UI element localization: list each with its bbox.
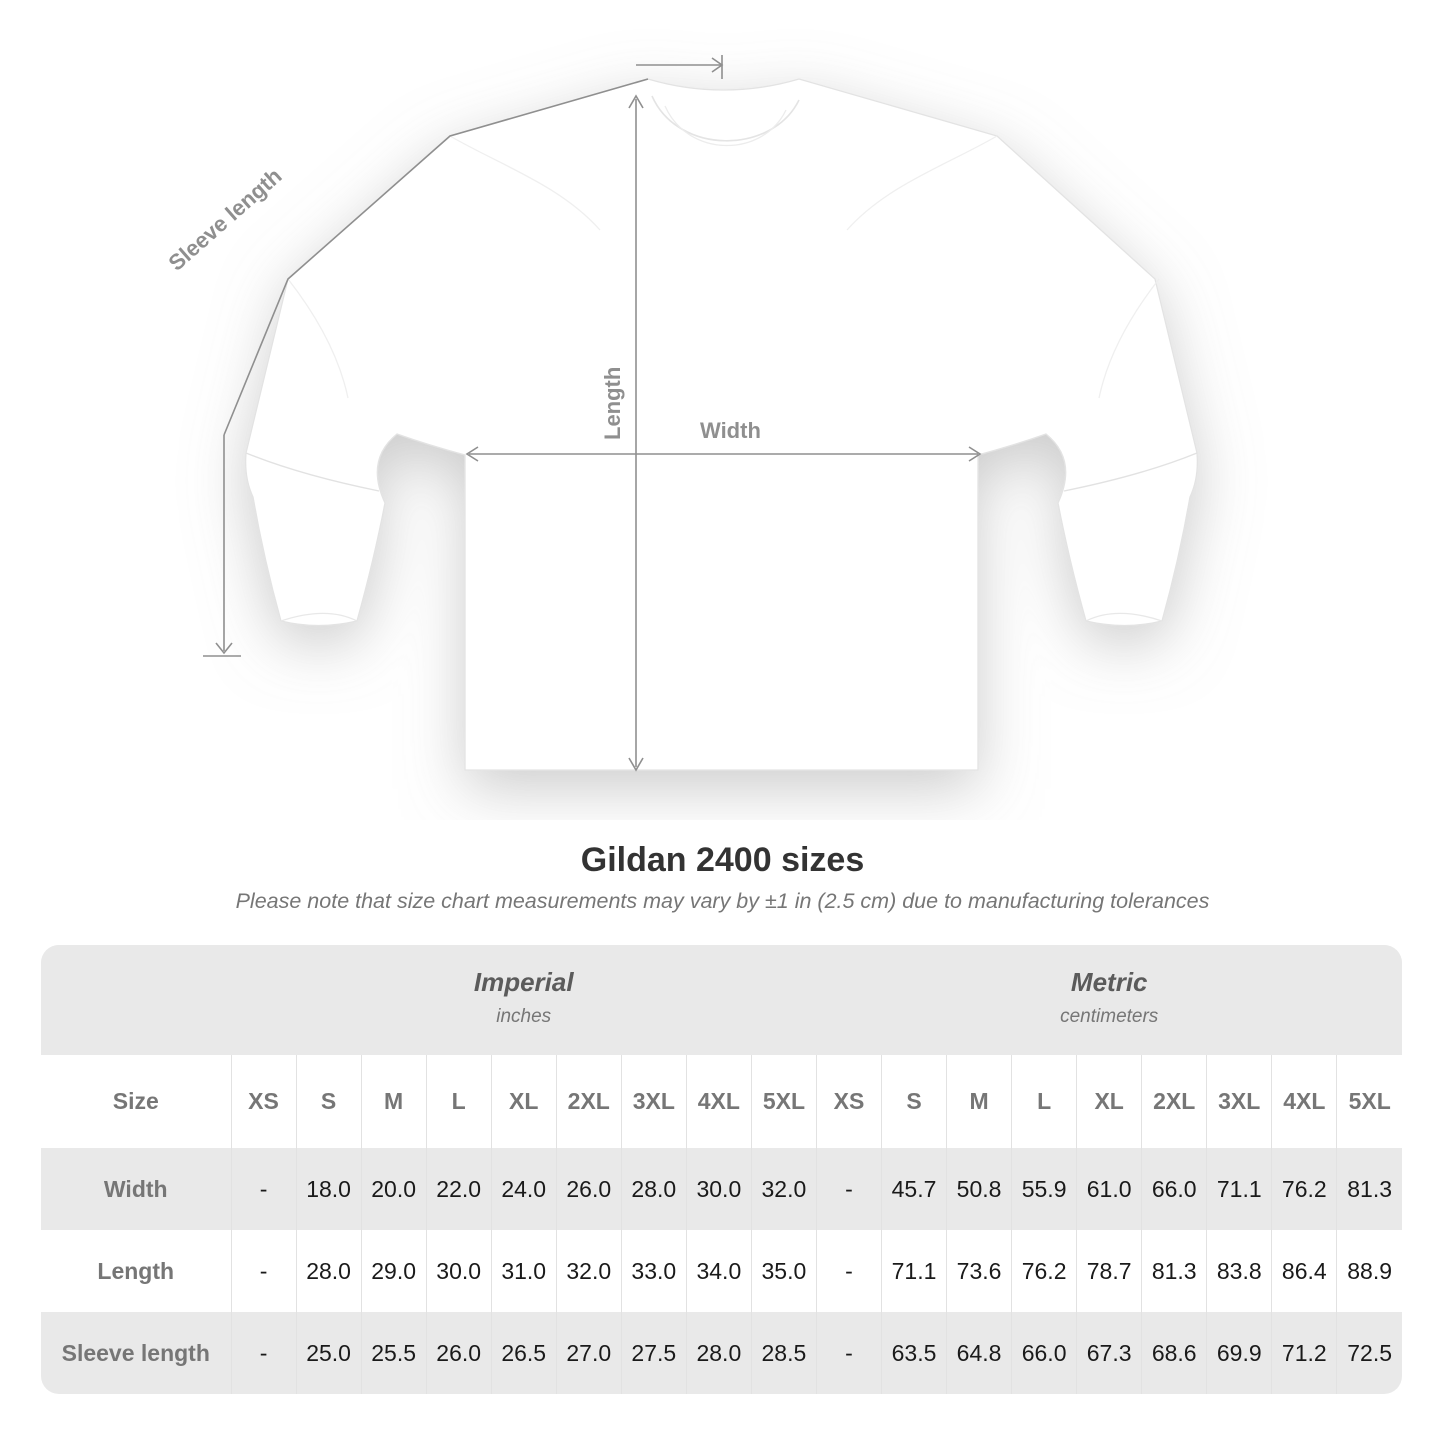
svg-text:Sleeve length: Sleeve length <box>164 163 287 276</box>
svg-text:Width: Width <box>700 418 761 443</box>
svg-text:Length: Length <box>600 367 625 440</box>
